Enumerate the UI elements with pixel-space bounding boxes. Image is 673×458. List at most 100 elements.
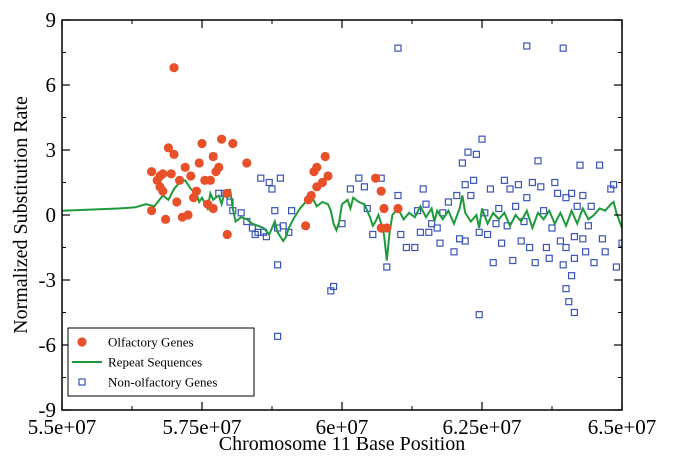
non-olfactory-gene-point xyxy=(450,248,458,256)
olfactory-gene-point xyxy=(393,203,403,214)
non-olfactory-gene-point xyxy=(279,222,287,230)
non-olfactory-gene-point xyxy=(478,135,486,143)
repeat-sequences-line xyxy=(62,179,622,261)
olfactory-gene-point xyxy=(183,210,193,220)
olfactory-gene-point xyxy=(169,149,179,159)
non-olfactory-gene-point xyxy=(402,243,410,252)
non-olfactory-gene-point xyxy=(531,259,539,267)
x-tick-label: 6.5e+07 xyxy=(588,415,656,439)
legend-olfactory-label: Olfactory Genes xyxy=(108,335,194,350)
olfactory-gene-point xyxy=(194,158,204,168)
non-olfactory-gene-point xyxy=(500,176,508,184)
y-tick-label: -9 xyxy=(39,398,57,422)
non-olfactory-gene-point xyxy=(545,254,553,262)
olfactory-gene-point xyxy=(147,206,157,216)
olfactory-gene-point xyxy=(208,203,218,214)
non-olfactory-gene-point xyxy=(601,248,609,256)
non-olfactory-gene-point xyxy=(559,261,567,269)
x-tick-label: 6e+07 xyxy=(316,415,369,439)
y-tick-label: 9 xyxy=(46,8,57,32)
non-olfactory-gene-point xyxy=(288,207,296,215)
non-olfactory-gene-point xyxy=(609,181,618,189)
non-olfactory-gene-point xyxy=(534,157,542,165)
olfactory-gene-point xyxy=(323,171,333,181)
olfactory-gene-point xyxy=(175,175,185,185)
non-olfactory-gene-point xyxy=(562,243,570,252)
olfactory-gene-point xyxy=(371,173,381,183)
non-olfactory-gene-point xyxy=(268,185,276,193)
non-olfactory-gene-point xyxy=(576,161,584,169)
olfactory-gene-point xyxy=(180,162,190,172)
olfactory-gene-point xyxy=(222,229,232,240)
non-olfactory-gene-point xyxy=(369,230,377,239)
olfactory-gene-point xyxy=(158,169,168,179)
non-olfactory-gene-point xyxy=(265,178,273,187)
x-axis-label: Chromosome 11 Base Position xyxy=(219,433,465,455)
olfactory-gene-point xyxy=(222,188,232,198)
non-olfactory-gene-point xyxy=(509,256,517,265)
non-olfactory-gene-point xyxy=(486,185,494,193)
non-olfactory-gene-point xyxy=(539,207,548,215)
olfactory-gene-point xyxy=(228,138,238,149)
non-olfactory-gene-point xyxy=(262,233,270,241)
non-olfactory-gene-point xyxy=(416,228,424,236)
non-olfactory-gene-point xyxy=(517,237,525,245)
non-olfactory-gene-point xyxy=(565,298,573,306)
olfactory-gene-point xyxy=(197,138,207,149)
non-olfactory-gene-point xyxy=(511,202,520,210)
non-olfactory-gene-point xyxy=(498,239,506,247)
non-olfactory-gene-point xyxy=(394,191,402,200)
olfactory-gene-point xyxy=(147,167,157,177)
olfactory-gene-point xyxy=(161,214,171,224)
olfactory-gene-point xyxy=(166,169,176,179)
non-olfactory-gene-point xyxy=(559,44,567,52)
non-olfactory-gene-point xyxy=(595,161,604,169)
y-tick-label: -6 xyxy=(39,333,57,357)
non-olfactory-gene-point xyxy=(553,189,562,197)
non-olfactory-gene-point xyxy=(567,272,576,280)
y-axis-label: Normalized Substitution Rate xyxy=(10,96,32,334)
non-olfactory-gene-point xyxy=(523,194,531,202)
non-olfactory-gene-point xyxy=(562,285,570,293)
y-tick-label: -3 xyxy=(39,268,57,292)
legend-nonolfactory-label: Non-olfactory Genes xyxy=(108,375,217,390)
non-olfactory-gene-point xyxy=(475,228,483,236)
non-olfactory-gene-point xyxy=(525,243,534,252)
non-olfactory-gene-point xyxy=(618,239,622,247)
non-olfactory-gene-point xyxy=(542,243,551,252)
non-olfactory-gene-point xyxy=(472,150,480,158)
olfactory-gene-point xyxy=(242,158,252,168)
non-olfactory-gene-point xyxy=(444,198,452,206)
olfactory-gene-point xyxy=(320,151,330,162)
olfactory-gene-point xyxy=(172,197,182,207)
non-olfactory-gene-point xyxy=(495,204,503,213)
olfactory-gene-point xyxy=(191,186,201,196)
non-olfactory-gene-point xyxy=(464,148,472,156)
plot-area xyxy=(62,42,622,340)
olfactory-gene-point xyxy=(312,162,322,172)
y-tick-label: 0 xyxy=(46,203,57,227)
olfactory-gene-point xyxy=(163,143,173,153)
non-olfactory-gene-point xyxy=(330,282,338,291)
non-olfactory-gene-point xyxy=(439,209,447,217)
olfactory-gene-point xyxy=(208,151,218,162)
olfactory-gene-point xyxy=(382,223,392,233)
non-olfactory-gene-point xyxy=(271,207,279,215)
non-olfactory-gene-point xyxy=(461,181,469,189)
non-olfactory-gene-point xyxy=(257,174,265,182)
legend-olfactory-marker xyxy=(77,337,87,347)
non-olfactory-gene-point xyxy=(425,228,433,236)
non-olfactory-gene-point xyxy=(470,176,478,184)
non-olfactory-gene-point xyxy=(573,202,581,210)
olfactory-gene-point xyxy=(214,162,224,172)
non-olfactory-gene-point xyxy=(428,220,436,228)
olfactory-gene-point xyxy=(169,63,179,73)
non-olfactory-gene-point xyxy=(612,263,621,271)
olfactory-gene-point xyxy=(379,203,389,214)
olfactory-gene-point xyxy=(217,134,227,144)
y-tick-label: 6 xyxy=(46,73,57,97)
olfactory-gene-point xyxy=(376,186,386,196)
non-olfactory-gene-point xyxy=(436,239,444,247)
non-olfactory-gene-point xyxy=(570,308,579,317)
